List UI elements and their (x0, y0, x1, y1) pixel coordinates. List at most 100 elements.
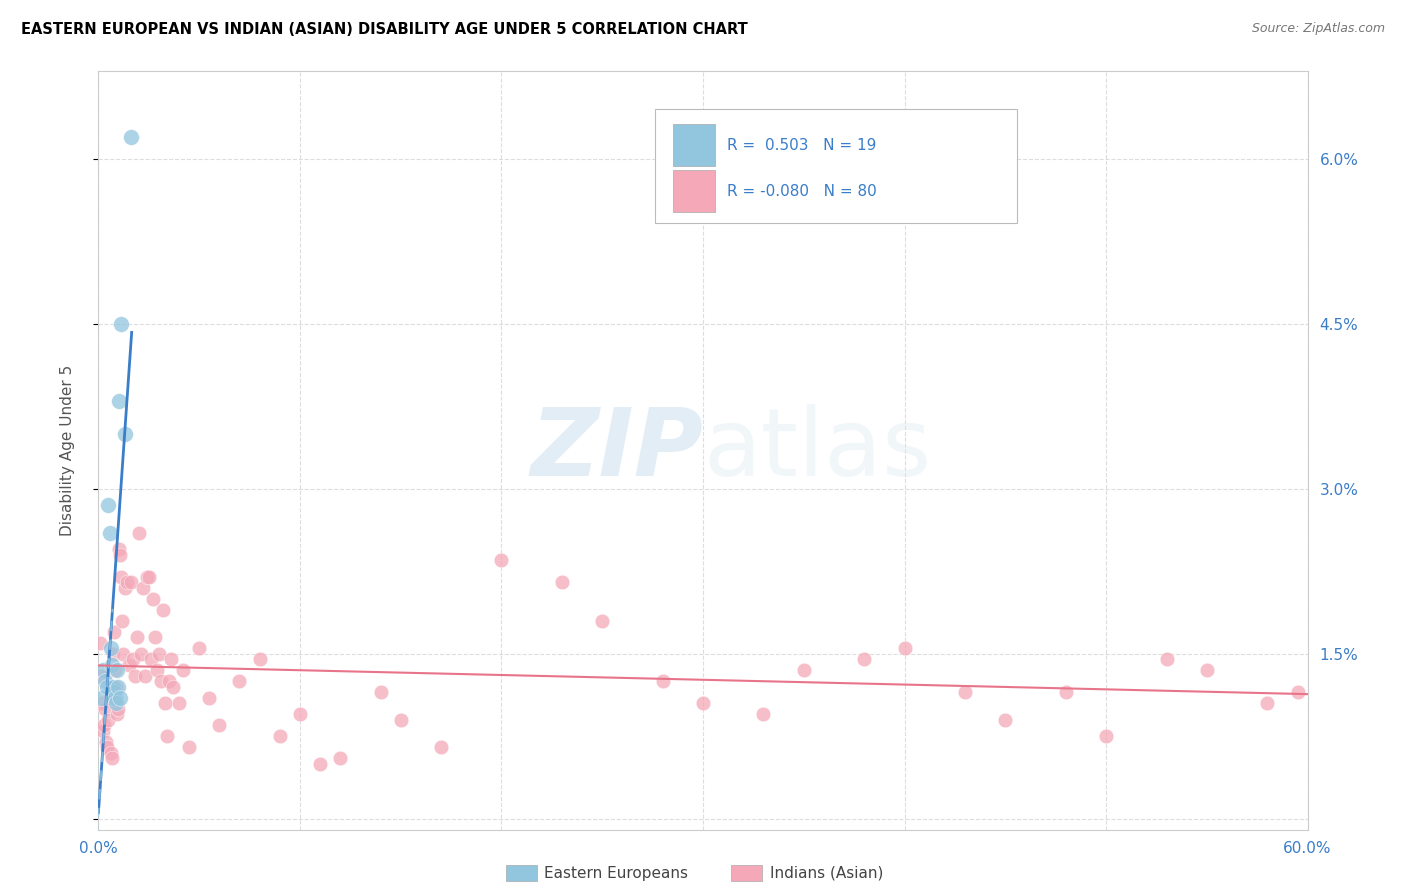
Point (111, 647, 134, 661)
Point (120, 575, 142, 590)
Point (104, 680, 127, 694)
Point (491, 553, 513, 567)
Bar (673, 169, 716, 211)
Point (94, 674, 117, 689)
Point (692, 696, 714, 710)
Point (100, 641, 122, 656)
Point (1054, 685, 1077, 699)
Point (93, 718, 115, 732)
Point (138, 570, 160, 584)
Point (96, 680, 118, 694)
Point (188, 641, 211, 656)
Point (269, 729, 291, 743)
Text: R = -0.080   N = 80: R = -0.080 N = 80 (727, 184, 877, 199)
Point (103, 663, 125, 677)
Point (953, 685, 976, 699)
Point (793, 663, 815, 677)
Point (893, 641, 915, 656)
Point (288, 707, 311, 722)
Point (103, 690, 125, 705)
Point (90, 669, 112, 683)
Point (110, 614, 132, 628)
Point (100, 751, 122, 765)
Point (103, 624, 125, 639)
Point (149, 674, 172, 689)
Point (1095, 729, 1118, 743)
Text: ZIP: ZIP (530, 404, 703, 497)
Point (108, 690, 131, 705)
Y-axis label: Disability Age Under 5: Disability Age Under 5 (60, 365, 75, 536)
Point (98, 690, 121, 705)
Point (146, 663, 169, 677)
Point (148, 647, 170, 661)
Point (1286, 685, 1309, 699)
Point (135, 570, 157, 584)
Point (370, 685, 392, 699)
Point (121, 652, 143, 666)
Point (125, 630, 148, 644)
Point (107, 680, 129, 694)
Point (994, 713, 1017, 727)
Point (118, 657, 141, 672)
Point (157, 674, 180, 689)
Point (208, 718, 231, 732)
Point (198, 690, 221, 705)
Point (249, 652, 271, 666)
Point (309, 756, 332, 771)
Point (89, 636, 111, 650)
Point (139, 652, 162, 666)
Point (100, 657, 122, 672)
Point (389, 713, 412, 727)
Bar (673, 124, 716, 166)
Point (90, 690, 112, 705)
Point (114, 581, 136, 595)
Point (94, 701, 117, 715)
Point (132, 581, 155, 595)
Point (104, 696, 127, 710)
Point (114, 427, 136, 442)
Point (152, 603, 174, 617)
Point (1195, 663, 1218, 677)
Point (91, 696, 114, 710)
Point (128, 525, 150, 540)
Point (179, 740, 201, 755)
Point (591, 614, 613, 628)
Point (107, 542, 129, 557)
Point (97, 713, 120, 727)
Point (107, 394, 129, 409)
Point (160, 652, 183, 666)
Point (172, 663, 194, 677)
Text: EASTERN EUROPEAN VS INDIAN (ASIAN) DISABILITY AGE UNDER 5 CORRELATION CHART: EASTERN EUROPEAN VS INDIAN (ASIAN) DISAB… (21, 22, 748, 37)
Point (101, 647, 124, 661)
Point (96, 740, 118, 755)
Point (1156, 652, 1178, 666)
Point (153, 696, 176, 710)
Point (110, 570, 132, 584)
Point (97, 499, 120, 513)
Text: Eastern Europeans: Eastern Europeans (544, 866, 688, 880)
Point (93, 723, 115, 738)
Point (124, 669, 146, 683)
Point (115, 575, 138, 590)
Point (108, 548, 131, 562)
Point (651, 674, 673, 689)
Point (143, 630, 166, 644)
Point (93, 663, 115, 677)
Point (329, 751, 352, 765)
Point (96, 734, 118, 748)
Point (110, 317, 132, 331)
Point (853, 652, 876, 666)
Text: Source: ZipAtlas.com: Source: ZipAtlas.com (1251, 22, 1385, 36)
Point (105, 663, 128, 677)
Text: atlas: atlas (703, 404, 931, 497)
Point (129, 647, 152, 661)
Point (1256, 696, 1278, 710)
Point (156, 729, 179, 743)
Point (120, 130, 142, 145)
Point (162, 680, 184, 694)
Point (228, 674, 250, 689)
Point (167, 696, 190, 710)
Point (107, 701, 129, 715)
Text: R =  0.503   N = 19: R = 0.503 N = 19 (727, 138, 876, 153)
Point (551, 575, 574, 590)
